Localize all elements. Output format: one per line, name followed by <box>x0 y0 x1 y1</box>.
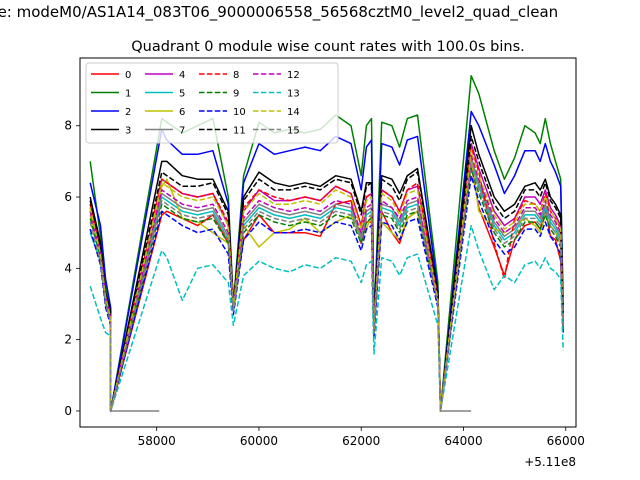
y-tick-label: 8 <box>64 119 72 133</box>
legend-label-9: 9 <box>233 89 239 100</box>
legend-label-15: 15 <box>287 126 300 137</box>
y-tick-label: 0 <box>64 404 72 418</box>
legend-label-6: 6 <box>179 107 185 118</box>
x-tick-label: 62000 <box>342 434 380 448</box>
chart-title: Quadrant 0 module wise count rates with … <box>131 39 525 55</box>
x-tick-label: 64000 <box>444 434 482 448</box>
y-tick-label: 6 <box>64 190 72 204</box>
series-line-14 <box>89 149 564 412</box>
legend-label-1: 1 <box>125 89 131 100</box>
figure-suptitle: a file: modeM0/AS1A14_083T06_9000006558_… <box>0 3 559 21</box>
legend-label-13: 13 <box>287 89 300 100</box>
plot-area-frame <box>79 57 577 428</box>
series-line-8 <box>89 146 564 412</box>
legend-label-7: 7 <box>179 126 185 137</box>
y-tick-label: 2 <box>64 333 72 347</box>
series-line-9 <box>89 167 564 412</box>
legend-label-5: 5 <box>179 89 185 100</box>
series-line-11 <box>89 135 564 412</box>
series-line-2 <box>89 110 564 412</box>
axis-layer: 58000 60000 62000 64000 66000 0 2 4 6 8 <box>64 119 585 448</box>
legend-label-10: 10 <box>233 107 246 118</box>
legend-label-12: 12 <box>287 70 300 81</box>
series-line-7 <box>89 157 564 412</box>
legend-label-11: 11 <box>233 126 246 137</box>
series-line-3 <box>89 124 564 412</box>
x-tick-label: 66000 <box>547 434 585 448</box>
legend-label-14: 14 <box>287 107 300 118</box>
series-line-10 <box>89 174 564 412</box>
legend-label-4: 4 <box>179 70 185 81</box>
series-line-12 <box>89 153 564 412</box>
legend-label-8: 8 <box>233 70 239 81</box>
x-tick-label: 60000 <box>240 434 278 448</box>
x-tick-label: 58000 <box>138 434 176 448</box>
legend-box <box>85 62 339 144</box>
series-line-5 <box>89 160 564 412</box>
legend-label-2: 2 <box>125 107 131 118</box>
y-tick-label: 4 <box>64 261 72 275</box>
series-line-13 <box>89 224 564 412</box>
legend-label-0: 0 <box>125 70 131 81</box>
legend-label-3: 3 <box>125 126 131 137</box>
x-offset-label: +5.11e8 <box>524 455 576 469</box>
series-line-15 <box>89 164 564 412</box>
series-layer <box>89 75 564 412</box>
